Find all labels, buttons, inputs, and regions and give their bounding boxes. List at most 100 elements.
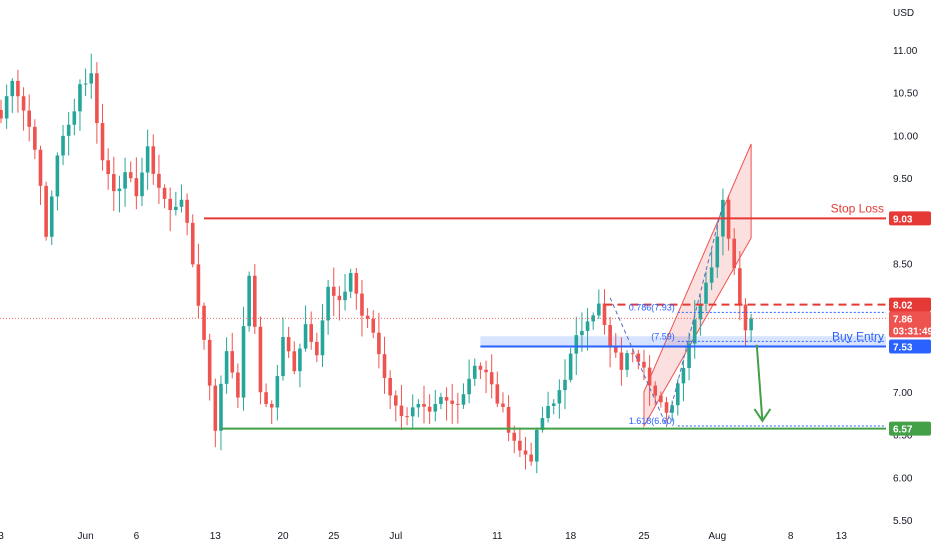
candle-body	[241, 326, 246, 398]
candle-body	[275, 376, 280, 408]
candle-body	[405, 416, 409, 418]
x-tick-label: Jul	[389, 531, 402, 542]
candle-body	[625, 353, 629, 370]
candle-body	[128, 172, 133, 179]
stop-loss-badge-text: 9.03	[893, 214, 913, 225]
candle-body	[478, 365, 483, 370]
candle-body	[230, 351, 235, 373]
candle-body	[360, 293, 364, 316]
overlays-layer: 0.786(7.93) (7.59) 1.618(6.60) Stop Loss Buy…	[0, 201, 886, 430]
candle-body	[540, 418, 545, 430]
x-tick-label: 11	[492, 531, 503, 542]
current-price-countdown-text: 03:31:49	[893, 326, 932, 337]
candle-body	[692, 319, 697, 344]
candle-body	[61, 135, 65, 156]
candle-body	[258, 326, 263, 393]
candle-body	[709, 267, 714, 283]
entry-badge-text: 7.53	[893, 343, 913, 354]
candle-body	[456, 403, 460, 405]
candle-body	[190, 222, 195, 265]
price-axis[interactable]: 5.506.006.507.007.508.008.509.009.5010.0…	[889, 46, 932, 527]
candle-body	[89, 73, 94, 84]
projection-arrowhead	[753, 408, 772, 423]
candle-body	[95, 73, 99, 124]
candle-body	[388, 377, 392, 396]
candle-body	[670, 405, 674, 413]
candle-body	[4, 96, 9, 119]
candle-body	[749, 318, 753, 331]
candle-body	[698, 303, 703, 320]
take-profit-badge	[889, 421, 931, 436]
fib-label: 0.786(7.93)	[629, 302, 675, 312]
candle-body	[33, 126, 37, 150]
candle-body	[495, 384, 500, 404]
candle-body	[337, 295, 342, 301]
candle-body	[597, 303, 601, 316]
candle-body	[704, 282, 708, 304]
candle-body	[123, 172, 127, 189]
y-tick-label: 10.00	[893, 131, 918, 142]
candle-body	[551, 403, 556, 406]
candle-body	[563, 379, 567, 391]
candle-body	[72, 111, 77, 125]
candle-body	[269, 403, 274, 408]
candle-body	[112, 174, 116, 192]
candle-body	[580, 330, 584, 336]
candle-body	[145, 146, 150, 173]
candle-body	[348, 273, 353, 292]
candle-body	[354, 273, 359, 294]
candle-body	[38, 149, 43, 186]
y-tick-label: 8.50	[893, 260, 913, 271]
candle-body	[27, 110, 31, 127]
candle-body	[738, 268, 742, 305]
candle-body	[399, 405, 404, 417]
candle-body	[450, 400, 454, 404]
candle-body	[365, 315, 370, 319]
candle-body	[715, 236, 720, 268]
x-tick-label: 13	[836, 531, 848, 542]
x-tick-label: Aug	[708, 531, 726, 542]
stop-loss-label: Stop Loss	[831, 201, 884, 215]
candle-body	[647, 367, 652, 386]
candle-body	[461, 394, 466, 405]
candle-body	[427, 406, 432, 412]
candle-body	[382, 354, 387, 378]
x-tick-label: 25	[328, 531, 340, 542]
candle-body	[44, 185, 48, 237]
candle-body	[179, 199, 184, 207]
candle-body	[292, 351, 297, 372]
resistance-badge-text: 8.02	[893, 301, 913, 312]
x-tick-label: 20	[277, 531, 289, 542]
candle-body	[0, 109, 3, 119]
fib-label: (7.59)	[651, 331, 675, 341]
y-tick-label: 6.00	[893, 473, 913, 484]
candle-body	[151, 146, 156, 174]
candle-body	[66, 124, 71, 136]
candle-body	[202, 305, 206, 340]
candle-body	[585, 321, 590, 331]
candle-body	[484, 369, 488, 373]
candle-body	[732, 238, 736, 269]
y-tick-label: 7.00	[893, 388, 913, 399]
candle-body	[326, 286, 330, 321]
candle-body	[467, 378, 471, 395]
candle-body	[224, 351, 229, 384]
candle-body	[529, 454, 533, 462]
candle-body	[117, 188, 122, 192]
candle-body	[49, 196, 54, 237]
candle-body	[653, 385, 658, 396]
buy-entry-label: Buy Entry	[832, 330, 884, 344]
candle-body	[472, 365, 477, 379]
candle-body	[619, 352, 624, 370]
candle-body	[303, 324, 308, 349]
candle-body	[253, 275, 257, 327]
x-tick-label: 25	[638, 531, 650, 542]
candle-body	[134, 178, 139, 197]
current-price-badge	[889, 311, 931, 338]
candle-body	[377, 332, 381, 355]
time-axis[interactable]: 3 Jun 6 13 20 25 Jul 11 18 25 Aug 8 13	[0, 531, 847, 542]
candle-body	[298, 348, 302, 372]
candle-body	[185, 199, 189, 223]
candle-body	[55, 155, 60, 197]
